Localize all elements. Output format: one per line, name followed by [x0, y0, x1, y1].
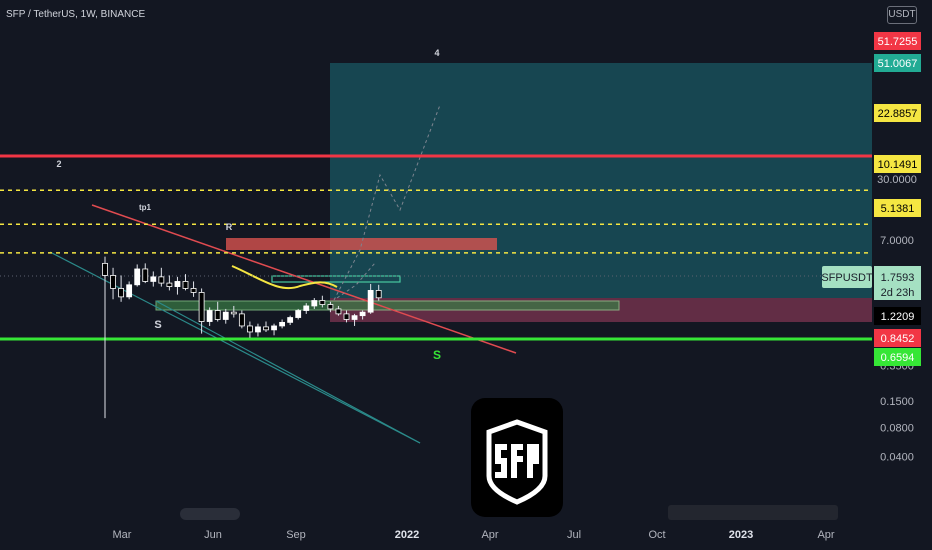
- y-tick-label: 30.0000: [877, 174, 917, 186]
- chart-annotation: 2: [56, 159, 61, 169]
- symbol-header: SFP / TetherUS, 1W, BINANCE: [6, 9, 146, 20]
- candle-body: [303, 305, 310, 311]
- candle-body: [359, 311, 366, 317]
- candle-body: [335, 308, 342, 315]
- projected-path: [333, 104, 441, 301]
- candle-body: [102, 262, 108, 276]
- candle-body: [134, 268, 141, 286]
- candle-body: [110, 275, 116, 289]
- candle-body: [279, 321, 286, 327]
- candle-body: [375, 290, 382, 299]
- price-badge-label: 10.1491: [878, 159, 918, 171]
- chart-annotation: S: [154, 319, 161, 331]
- projected-path-short: [336, 262, 376, 299]
- currency-button[interactable]: USDT: [887, 6, 917, 24]
- candle-body: [367, 290, 374, 313]
- x-tick-label: Apr: [817, 529, 834, 541]
- chart-annotation: 4: [434, 48, 439, 58]
- candle-body: [238, 313, 245, 327]
- candle-body: [230, 311, 237, 315]
- candle-body: [319, 300, 326, 305]
- target-zone: [330, 63, 872, 298]
- price-badge: [874, 348, 921, 366]
- price-badge: [874, 32, 921, 50]
- price-badge-label: 51.7255: [878, 36, 918, 48]
- candle-body: [263, 326, 269, 331]
- price-badge: [874, 329, 921, 347]
- candle-body: [150, 276, 157, 282]
- candle-body: [158, 276, 165, 284]
- candle-body: [222, 311, 229, 320]
- candle-body: [174, 281, 181, 287]
- candle-body: [271, 325, 277, 331]
- price-badge: [874, 155, 921, 173]
- bottom-image-strip: [668, 505, 838, 520]
- candle-body: [118, 288, 124, 298]
- candle-body: [311, 300, 318, 307]
- y-tick-label: 0.0800: [880, 422, 914, 434]
- price-badge-label: 0.6594: [881, 352, 915, 364]
- chart-annotation: S: [433, 348, 441, 362]
- candle-body: [351, 315, 358, 320]
- x-tick-label: 2023: [729, 529, 753, 541]
- x-tick-label: Mar: [113, 529, 132, 541]
- x-tick-label: Apr: [481, 529, 498, 541]
- candle-body: [206, 310, 213, 322]
- descending-trendline: [91, 204, 517, 354]
- chart-annotation: R: [226, 222, 233, 232]
- candle-body: [214, 310, 221, 320]
- sfp-logo: [471, 398, 563, 517]
- price-badge-label: 51.0067: [878, 58, 918, 70]
- candle-body: [190, 288, 197, 293]
- candle-body: [198, 292, 205, 322]
- x-tick-label: Sep: [286, 529, 306, 541]
- chart-annotation: tp1: [139, 203, 152, 212]
- price-badge-label: 0.8452: [881, 333, 915, 345]
- current-price-label: 1.7593: [881, 272, 915, 284]
- candle-body: [327, 304, 334, 310]
- x-tick-label: Oct: [648, 529, 665, 541]
- symbol-tag: [822, 266, 872, 288]
- moving-average-curve: [231, 265, 338, 290]
- candle-body: [295, 310, 302, 318]
- countdown-label: 2d 23h: [881, 287, 915, 299]
- support-box: [155, 300, 620, 311]
- price-badge-label: 1.2209: [881, 311, 915, 323]
- x-tick-label: Jun: [204, 529, 222, 541]
- candle-body: [343, 313, 350, 320]
- inner-channel-line: [155, 300, 421, 444]
- current-price-tag: [874, 266, 921, 300]
- symbol-tag-label: SFPUSDT: [821, 272, 873, 284]
- price-badge: [874, 307, 921, 325]
- price-badge: [874, 54, 921, 72]
- candle-body: [126, 284, 133, 298]
- candle-body: [166, 282, 173, 287]
- x-tick-label: 2022: [395, 529, 419, 541]
- price-badge: [874, 199, 921, 217]
- y-tick-label: 0.1500: [880, 396, 914, 408]
- y-tick-label: 0.0400: [880, 452, 914, 464]
- price-badge-label: 5.1381: [881, 203, 915, 215]
- price-badge-label: 22.8857: [878, 108, 918, 120]
- x-tick-label: Jul: [567, 529, 581, 541]
- candle-body: [287, 317, 294, 323]
- bottom-image-strip: [180, 508, 240, 520]
- y-tick-label: 7.0000: [880, 235, 914, 247]
- candle-body: [246, 325, 253, 333]
- candle-body: [255, 326, 261, 333]
- candle-body: [182, 281, 189, 289]
- candle-body: [142, 268, 149, 282]
- price-badge: [874, 104, 921, 122]
